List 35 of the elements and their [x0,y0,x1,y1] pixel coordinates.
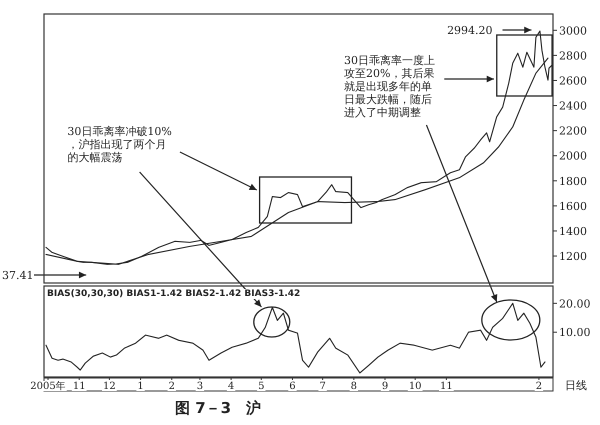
x-tick-label: 8 [350,381,358,392]
annotation: 2994.20 [447,24,493,37]
x-tick-label: 5 [258,381,264,392]
y-tick-label: 20.00 [559,297,590,310]
x-tick-label: 1 [137,381,144,392]
y-tick-label: 10.00 [559,326,590,340]
x-tick-label: 3 [196,381,204,392]
y-tick-label: 2400 [559,100,587,113]
y-tick-label: 2200 [559,124,587,138]
x-tick-label: 12 [103,381,116,392]
y-tick-label: 2000 [559,150,587,163]
y-tick-label: 1800 [559,174,587,188]
x-tick-label: 2005年 [30,380,66,392]
x-tick-label: 11 [440,381,453,392]
x-tick-label: 7 [319,381,326,392]
y-tick-label: 1400 [559,224,587,238]
y-tick-label: 3000 [559,24,587,38]
text: 日线 [565,379,587,392]
line-series [45,302,546,374]
x-tick-label: 10 [408,381,422,392]
text: 37.41 [2,269,34,282]
y-tick-label: 2600 [559,74,587,88]
x-tick-label: 2 [168,381,175,392]
y-tick-label: 1200 [559,250,587,264]
x-tick-label: 11 [72,381,86,392]
y-tick-label: 1600 [559,200,587,213]
chart-title: BIAS(30,30,30) BIAS1-1.42 BIAS2-1.42 BIAS3-1.42 [47,289,300,299]
caption: 图 7－3 沪 [175,399,262,417]
x-tick-label: 4 [228,381,234,392]
y-tick-label: 2800 [559,49,587,62]
x-tick-label: 2 [536,381,542,392]
x-tick-label: 9 [382,381,388,392]
annotation: 30日乖离率冲破10%，沪指出现了两个月的大幅震荡 [67,125,172,164]
x-tick-label: 6 [289,381,296,392]
annotation: 30日乖离率一度上攻至20%，其后果就是出现多年的单日最大跌幅，随后进入了中期调整 [344,54,435,119]
